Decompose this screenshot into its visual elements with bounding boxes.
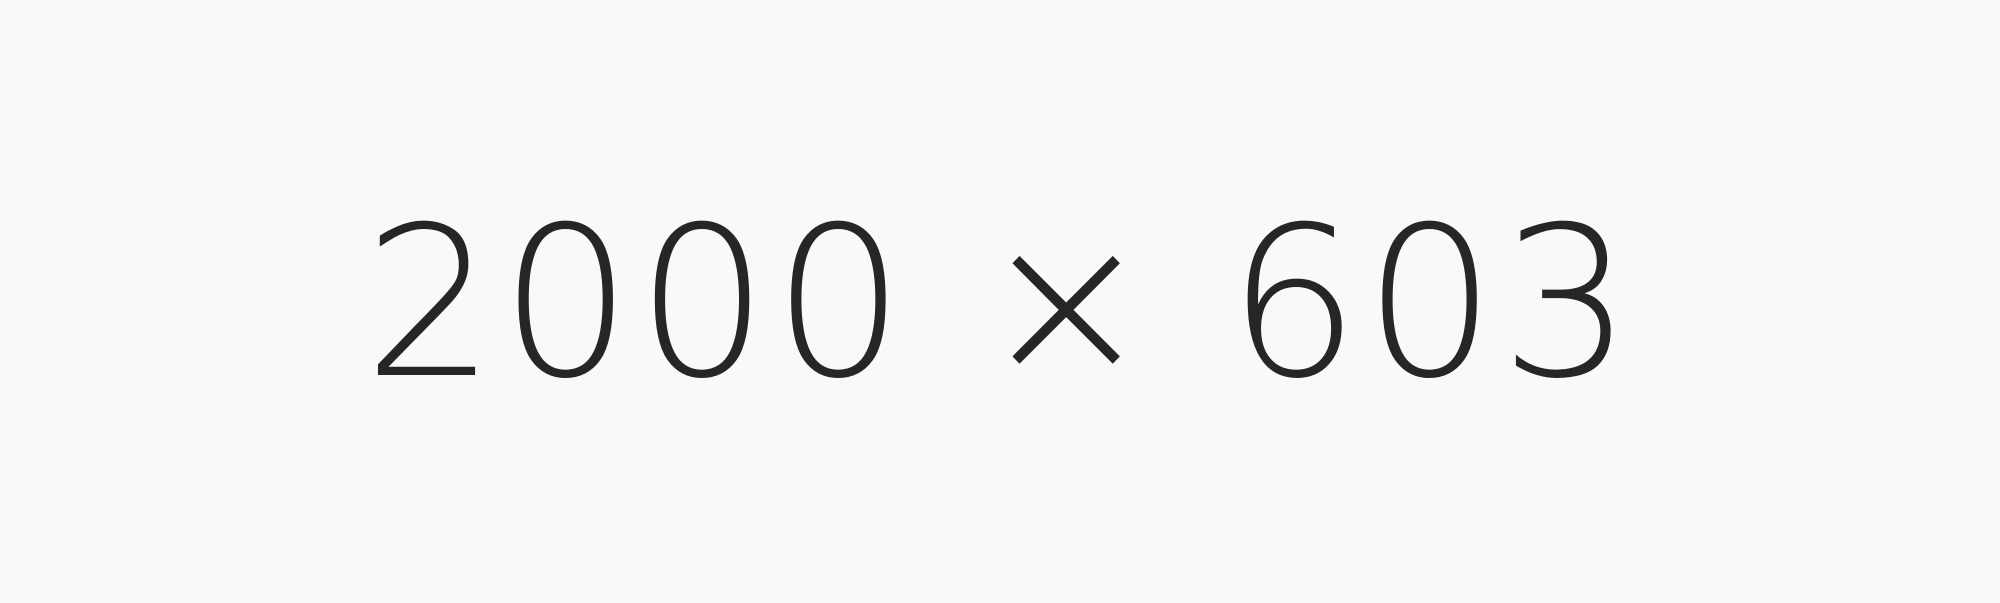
dimensions-label: 2000 × 603 [363, 183, 1637, 425]
